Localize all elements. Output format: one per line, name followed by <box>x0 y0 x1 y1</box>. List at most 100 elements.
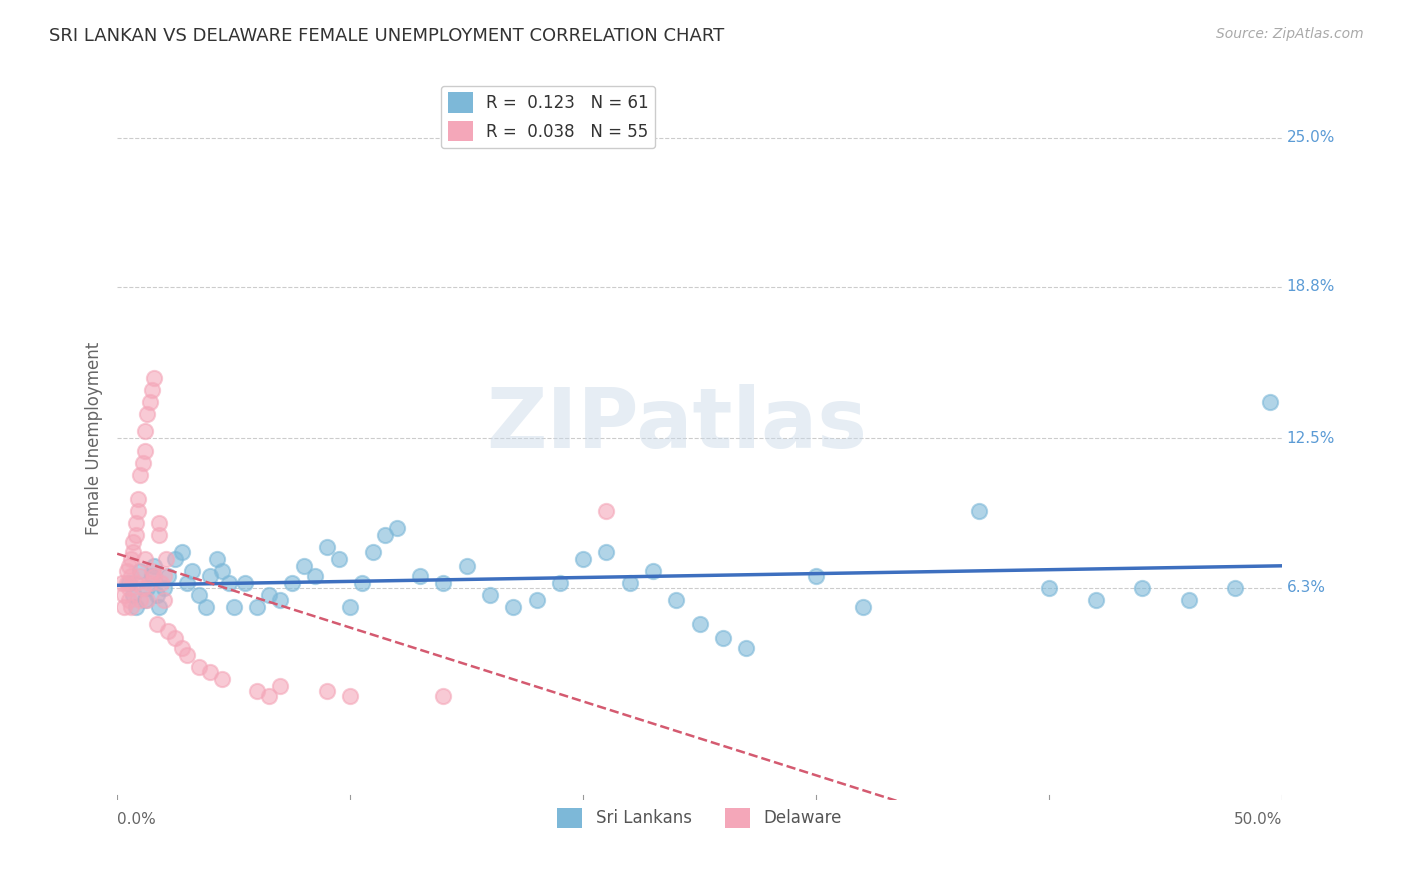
Point <box>148 516 170 530</box>
Legend: Sri Lankans, Delaware: Sri Lankans, Delaware <box>551 801 848 835</box>
Point <box>432 689 454 703</box>
Point <box>115 575 138 590</box>
Point <box>112 599 135 614</box>
Point <box>1178 592 1201 607</box>
Point <box>155 551 177 566</box>
Point <box>172 640 194 655</box>
Point <box>180 564 202 578</box>
Point <box>141 564 163 578</box>
Point <box>141 568 163 582</box>
Point <box>118 559 141 574</box>
Point <box>619 575 641 590</box>
Point <box>200 665 222 679</box>
Point <box>1038 581 1060 595</box>
Point <box>148 528 170 542</box>
Point <box>132 456 155 470</box>
Point <box>572 551 595 566</box>
Text: 50.0%: 50.0% <box>1233 812 1282 827</box>
Point <box>641 564 664 578</box>
Point <box>304 568 326 582</box>
Point <box>129 564 152 578</box>
Point <box>172 544 194 558</box>
Point <box>711 632 734 646</box>
Point <box>139 395 162 409</box>
Point <box>141 384 163 398</box>
Point <box>233 575 256 590</box>
Point <box>967 504 990 518</box>
Point <box>257 689 280 703</box>
Point <box>125 528 148 542</box>
Point <box>200 568 222 582</box>
Point <box>315 540 337 554</box>
Point <box>269 592 291 607</box>
Point <box>111 575 134 590</box>
Point <box>127 491 149 506</box>
Point <box>129 568 152 582</box>
Point <box>222 599 245 614</box>
Point <box>118 575 141 590</box>
Point <box>125 599 148 614</box>
Point <box>118 581 141 595</box>
Point <box>548 575 571 590</box>
Point <box>127 504 149 518</box>
Point <box>269 680 291 694</box>
Text: 0.0%: 0.0% <box>117 812 156 827</box>
Point <box>315 684 337 698</box>
Point <box>194 599 217 614</box>
Point <box>125 575 148 590</box>
Point <box>129 592 152 607</box>
Point <box>339 689 361 703</box>
Point <box>165 632 187 646</box>
Text: 18.8%: 18.8% <box>1286 279 1336 294</box>
Point <box>125 516 148 530</box>
Point <box>122 535 145 549</box>
Point <box>122 544 145 558</box>
Point <box>120 551 142 566</box>
Point <box>292 559 315 574</box>
Point <box>176 575 198 590</box>
Text: ZIPatlas: ZIPatlas <box>486 384 868 465</box>
Point <box>115 564 138 578</box>
Text: Source: ZipAtlas.com: Source: ZipAtlas.com <box>1216 27 1364 41</box>
Point <box>852 599 875 614</box>
Point <box>432 575 454 590</box>
Point <box>134 551 156 566</box>
Point <box>112 588 135 602</box>
Point <box>129 467 152 482</box>
Point <box>246 599 269 614</box>
Point <box>143 559 166 574</box>
Point <box>350 575 373 590</box>
Point <box>502 599 524 614</box>
Point <box>363 544 385 558</box>
Point <box>218 575 240 590</box>
Point <box>136 581 159 595</box>
Point <box>246 684 269 698</box>
Point <box>187 588 209 602</box>
Point <box>1130 581 1153 595</box>
Point <box>257 588 280 602</box>
Point <box>339 599 361 614</box>
Point <box>595 544 617 558</box>
Point <box>136 592 159 607</box>
Point <box>134 424 156 438</box>
Y-axis label: Female Unemployment: Female Unemployment <box>86 342 103 535</box>
Point <box>211 672 233 686</box>
Point <box>207 551 229 566</box>
Point <box>136 408 159 422</box>
Text: 6.3%: 6.3% <box>1286 580 1326 595</box>
Point <box>176 648 198 662</box>
Point <box>118 592 141 607</box>
Point <box>120 568 142 582</box>
Point <box>146 588 169 602</box>
Text: SRI LANKAN VS DELAWARE FEMALE UNEMPLOYMENT CORRELATION CHART: SRI LANKAN VS DELAWARE FEMALE UNEMPLOYME… <box>49 27 724 45</box>
Point <box>165 551 187 566</box>
Point <box>456 559 478 574</box>
Point <box>735 640 758 655</box>
Point <box>409 568 432 582</box>
Point <box>665 592 688 607</box>
Point <box>150 575 173 590</box>
Point <box>146 616 169 631</box>
Point <box>478 588 501 602</box>
Point <box>804 568 827 582</box>
Point <box>526 592 548 607</box>
